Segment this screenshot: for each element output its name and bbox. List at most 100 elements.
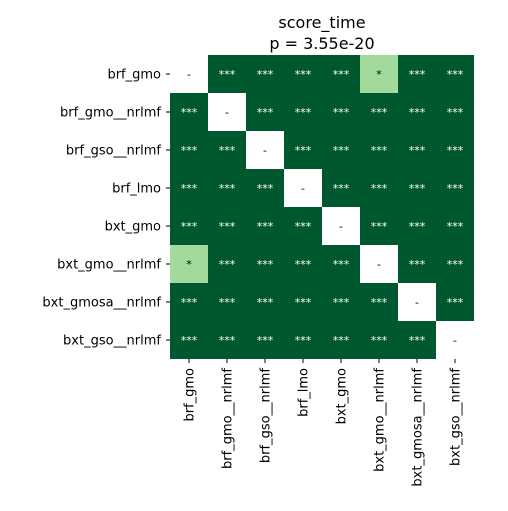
heatmap-cell bbox=[284, 55, 322, 93]
heatmap-cell bbox=[246, 55, 284, 93]
column-tick-label: bxt_gmo bbox=[335, 368, 350, 424]
heatmap-cell bbox=[360, 321, 398, 359]
cell-label: *** bbox=[219, 68, 236, 81]
cell-label: *** bbox=[219, 220, 236, 233]
heatmap-cell bbox=[436, 321, 474, 359]
cell-label: *** bbox=[447, 296, 464, 309]
column-tick-label: brf_lmo bbox=[297, 368, 312, 417]
cell-label: *** bbox=[257, 106, 274, 119]
column-tick-label: brf_gmo bbox=[183, 368, 198, 422]
column-tick-label: bxt_gmosa__nrlmf bbox=[411, 368, 426, 487]
cell-label: *** bbox=[257, 220, 274, 233]
cell-label: *** bbox=[219, 258, 236, 271]
cell-label: *** bbox=[333, 296, 350, 309]
row-tick-label: bxt_gmo bbox=[105, 220, 161, 235]
heatmap-cell bbox=[208, 321, 246, 359]
heatmap-cell bbox=[284, 169, 322, 207]
cell-label: *** bbox=[371, 334, 388, 347]
cell-label: *** bbox=[447, 220, 464, 233]
cell-label: *** bbox=[295, 334, 312, 347]
cell-label: *** bbox=[181, 296, 198, 309]
heatmap-cell bbox=[208, 283, 246, 321]
column-tick-labels: brf_gmo brf_gmo__nrlmf brf_gso__nrlmf brf_l… bbox=[183, 359, 464, 487]
cell-label: *** bbox=[257, 296, 274, 309]
cell-label: *** bbox=[295, 106, 312, 119]
heatmap-cell bbox=[398, 207, 436, 245]
cell-label: *** bbox=[447, 144, 464, 157]
heatmap-cell bbox=[398, 55, 436, 93]
heatmap-cell bbox=[246, 245, 284, 283]
heatmap-cell bbox=[284, 321, 322, 359]
cell-label: - bbox=[225, 106, 229, 119]
heatmap-cell bbox=[322, 283, 360, 321]
cell-label: *** bbox=[333, 106, 350, 119]
heatmap-cell bbox=[322, 245, 360, 283]
cell-label: *** bbox=[371, 296, 388, 309]
heatmap-cell bbox=[322, 55, 360, 93]
cell-label: *** bbox=[181, 144, 198, 157]
heatmap-cell bbox=[436, 55, 474, 93]
cell-label: *** bbox=[371, 144, 388, 157]
heatmap-cell bbox=[436, 93, 474, 131]
heatmap-cell bbox=[208, 93, 246, 131]
heatmap-cell bbox=[208, 245, 246, 283]
heatmap-cell bbox=[360, 207, 398, 245]
column-tick-label: bxt_gso__nrlmf bbox=[449, 368, 464, 466]
cell-label: *** bbox=[333, 182, 350, 195]
heatmap-cell bbox=[170, 93, 208, 131]
cell-label: - bbox=[339, 220, 343, 233]
heatmap-cell bbox=[436, 283, 474, 321]
cell-label: *** bbox=[181, 182, 198, 195]
cell-label: *** bbox=[409, 220, 426, 233]
cell-label: *** bbox=[447, 68, 464, 81]
cell-label: - bbox=[263, 144, 267, 157]
chart-subtitle: p = 3.55e-20 bbox=[269, 34, 374, 53]
cell-label: *** bbox=[181, 220, 198, 233]
heatmap-cell bbox=[436, 245, 474, 283]
cell-label: *** bbox=[295, 258, 312, 271]
heatmap-cell bbox=[170, 169, 208, 207]
cell-label: *** bbox=[409, 182, 426, 195]
heatmap-cell bbox=[208, 55, 246, 93]
cell-label: *** bbox=[295, 220, 312, 233]
cell-label: *** bbox=[219, 334, 236, 347]
cell-label: *** bbox=[257, 68, 274, 81]
cell-label: *** bbox=[409, 106, 426, 119]
column-tick-label: bxt_gmo__nrlmf bbox=[373, 368, 388, 472]
heatmap-cell bbox=[360, 169, 398, 207]
heatmap-cell bbox=[170, 131, 208, 169]
heatmap-cell bbox=[360, 93, 398, 131]
cell-label: - bbox=[377, 258, 381, 271]
column-tick-label: brf_gmo__nrlmf bbox=[221, 368, 236, 469]
column-tick-label: brf_gso__nrlmf bbox=[259, 368, 274, 464]
heatmap-cell bbox=[360, 245, 398, 283]
chart-title: score_time bbox=[278, 13, 365, 33]
cell-label: *** bbox=[333, 334, 350, 347]
heatmap-cell bbox=[246, 283, 284, 321]
heatmap-cell bbox=[322, 169, 360, 207]
cell-label: *** bbox=[257, 258, 274, 271]
cell-label: *** bbox=[181, 334, 198, 347]
cell-label: *** bbox=[333, 68, 350, 81]
cell-label: *** bbox=[447, 258, 464, 271]
heatmap-cell bbox=[170, 283, 208, 321]
heatmap-cell bbox=[170, 207, 208, 245]
row-tick-label: brf_gmo__nrlmf bbox=[60, 106, 161, 121]
cell-label: *** bbox=[181, 106, 198, 119]
heatmap-cell bbox=[284, 207, 322, 245]
row-tick-label: brf_gso__nrlmf bbox=[66, 144, 162, 159]
cell-label: *** bbox=[295, 68, 312, 81]
row-tick-label: brf_lmo bbox=[112, 182, 161, 197]
cell-label: *** bbox=[219, 182, 236, 195]
heatmap-cell bbox=[398, 321, 436, 359]
heatmap-cell bbox=[398, 283, 436, 321]
cell-label: - bbox=[415, 296, 419, 309]
heatmap-cell bbox=[398, 169, 436, 207]
heatmap-cell bbox=[246, 93, 284, 131]
heatmap-cell bbox=[246, 207, 284, 245]
cell-label: *** bbox=[257, 334, 274, 347]
heatmap-cell bbox=[284, 93, 322, 131]
heatmap-cell bbox=[436, 207, 474, 245]
cell-label: *** bbox=[371, 182, 388, 195]
